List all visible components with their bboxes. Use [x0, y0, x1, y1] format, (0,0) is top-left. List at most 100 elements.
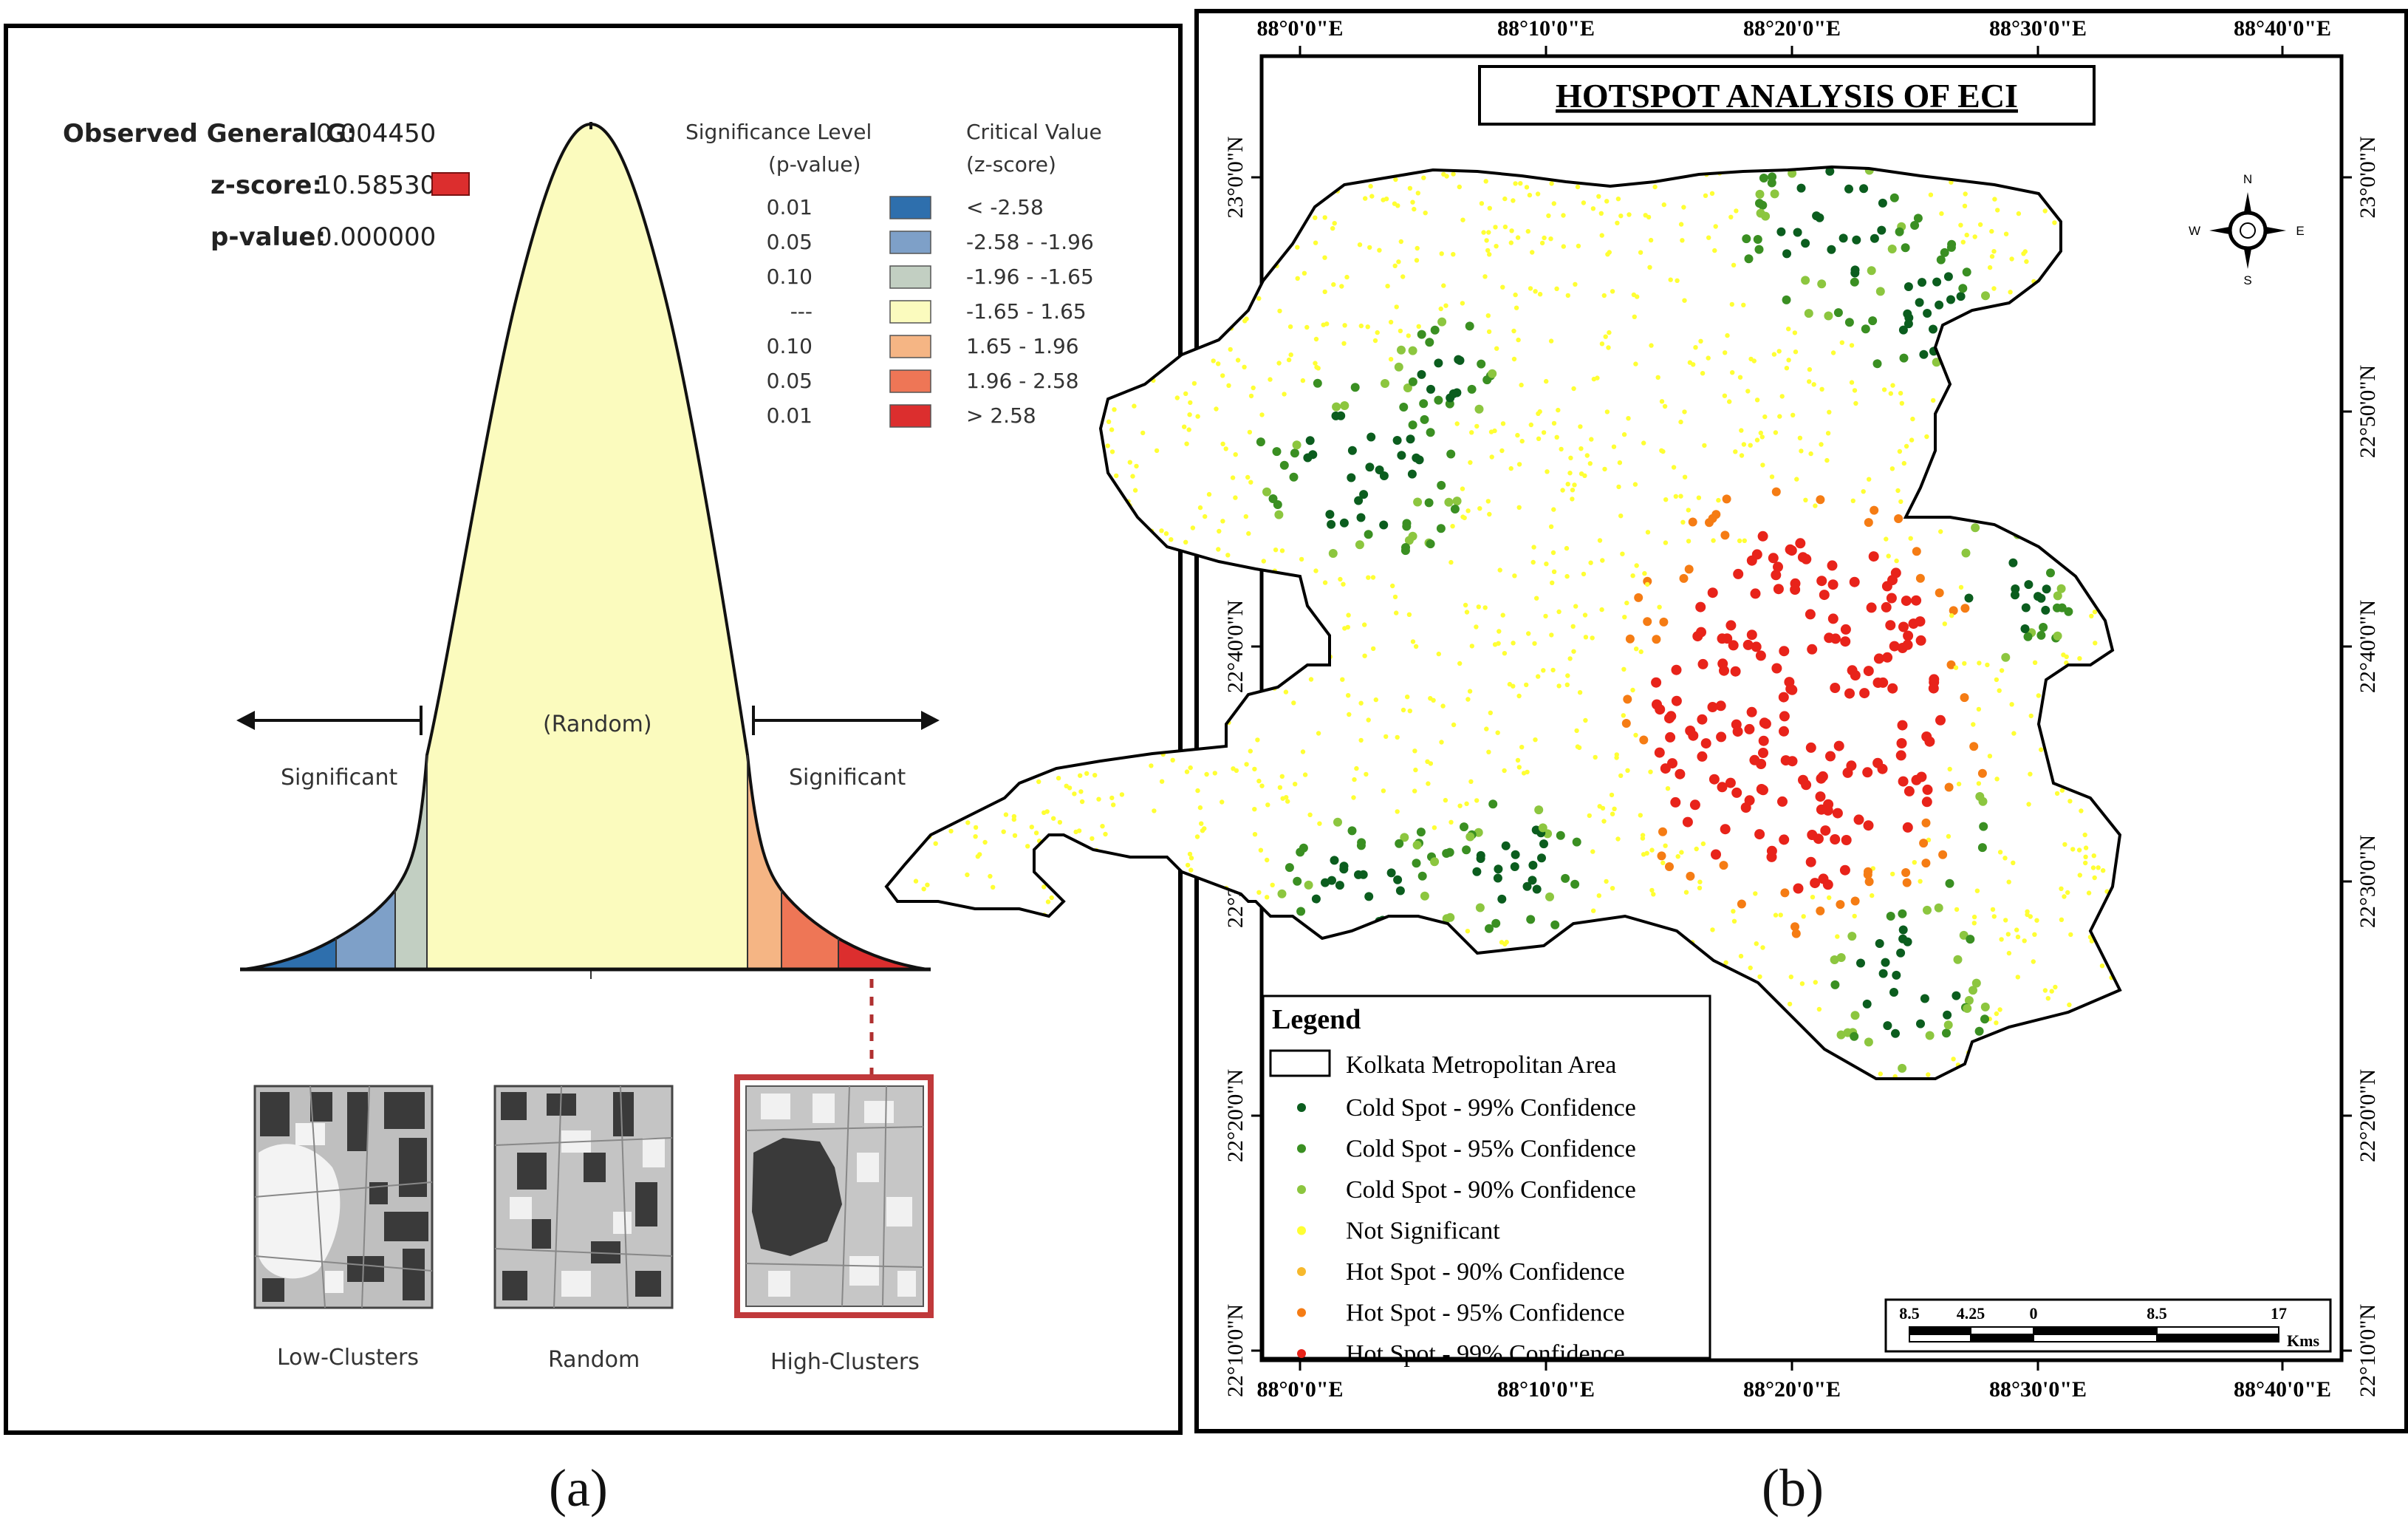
map-point — [1500, 421, 1506, 426]
map-point — [1836, 900, 1845, 910]
map-point — [1233, 495, 1238, 500]
map-point — [2076, 847, 2082, 853]
map-point — [1621, 666, 1627, 672]
map-point — [1183, 391, 1188, 396]
curve-tail-left-005 — [336, 890, 395, 969]
map-point — [1446, 449, 1456, 459]
map-point — [1474, 404, 1484, 414]
map-point — [1784, 366, 1790, 371]
map-point — [1894, 558, 1899, 564]
map-point — [1140, 430, 1146, 436]
map-point — [2008, 558, 2018, 567]
map-point — [1242, 364, 1247, 369]
map-point — [1779, 834, 1790, 845]
map-point — [2039, 747, 2044, 752]
map-point — [1962, 267, 1971, 277]
map-point — [1296, 907, 1306, 916]
map-point — [1358, 323, 1364, 329]
map-point — [1188, 765, 1193, 771]
map-point — [1924, 434, 1929, 440]
map-point — [1328, 549, 1338, 558]
map-point — [2036, 693, 2041, 698]
map-point — [1452, 497, 1462, 506]
map-point — [1186, 228, 1191, 233]
map-point — [1807, 366, 1813, 372]
map-point — [975, 854, 981, 859]
scale-label-3: 0 — [2030, 1304, 2038, 1323]
map-point — [1878, 1071, 1883, 1077]
map-point — [1630, 573, 1635, 579]
map-point — [1793, 228, 1802, 237]
map-point — [1394, 610, 1399, 615]
map-point — [1770, 189, 1779, 199]
map-point — [1302, 772, 1308, 777]
compass-w: W — [2189, 224, 2200, 238]
map-point — [1476, 604, 1482, 610]
map-point — [1300, 749, 1306, 754]
map-point — [2006, 950, 2012, 956]
z-score-value: 10.585306 — [316, 171, 452, 200]
map-point — [1366, 575, 1371, 580]
map-point — [1675, 768, 1686, 779]
map-point — [1872, 757, 1884, 768]
map-point — [1582, 473, 1587, 478]
map-point — [1830, 683, 1841, 693]
map-point — [1717, 782, 1728, 793]
map-point — [1159, 779, 1165, 784]
scale-bar-labels: 8.5 4.25 0 8.5 17 — [1899, 1304, 2287, 1323]
map-point — [1465, 832, 1475, 842]
sig-level-1: 0.05 — [767, 230, 813, 254]
map-point — [1112, 407, 1117, 412]
map-point — [1638, 649, 1643, 655]
map-point — [1299, 556, 1304, 562]
map-point — [1824, 311, 1833, 321]
map-point — [1407, 709, 1413, 714]
map-point — [1693, 345, 1698, 350]
map-point — [1785, 544, 1796, 555]
map-point — [1929, 674, 1940, 685]
map-title: HOTSPOT ANALYSIS OF ECI — [1556, 77, 2018, 115]
map-point — [2052, 220, 2057, 225]
map-point — [1977, 768, 1987, 778]
map-point — [1864, 1037, 1873, 1047]
map-point — [1959, 930, 1969, 940]
map-point — [1528, 876, 1537, 885]
map-point — [1819, 590, 1830, 601]
map-point — [1795, 538, 1806, 549]
map-point — [1417, 369, 1426, 379]
map-point — [1188, 400, 1193, 406]
map-point — [1919, 839, 1929, 848]
map-point — [1488, 799, 1498, 809]
map-point — [1673, 494, 1678, 499]
map-point — [1184, 927, 1189, 932]
map-point — [1875, 939, 1884, 948]
map-point — [933, 841, 938, 846]
map-point — [1109, 795, 1115, 801]
map-point — [1801, 239, 1810, 248]
map-point — [1302, 270, 1307, 276]
map-point — [1437, 317, 1447, 327]
map-point — [1910, 221, 1920, 230]
map-point — [2041, 605, 2050, 615]
map-point — [1700, 841, 1706, 847]
map-point — [1084, 771, 1090, 777]
map-point — [1935, 588, 1944, 598]
map-point — [1036, 779, 1041, 785]
cluster-thumb-random — [493, 1085, 674, 1309]
map-point — [2068, 932, 2073, 938]
map-point — [1256, 890, 1262, 895]
map-point — [1276, 361, 1282, 366]
map-point — [1862, 999, 1872, 1009]
map-point — [1641, 852, 1646, 857]
map-point — [1630, 687, 1635, 693]
map-point — [1598, 211, 1604, 216]
map-point — [1265, 895, 1270, 900]
map-point — [1904, 319, 1913, 329]
map-point — [1400, 274, 1406, 279]
map-point — [1730, 666, 1741, 677]
map-point — [1339, 518, 1349, 528]
map-point — [1712, 248, 1717, 253]
map-point — [1304, 880, 1313, 890]
legend-label-5: Hot Spot - 95% Confidence — [1346, 1300, 1625, 1327]
map-point — [1400, 707, 1406, 713]
